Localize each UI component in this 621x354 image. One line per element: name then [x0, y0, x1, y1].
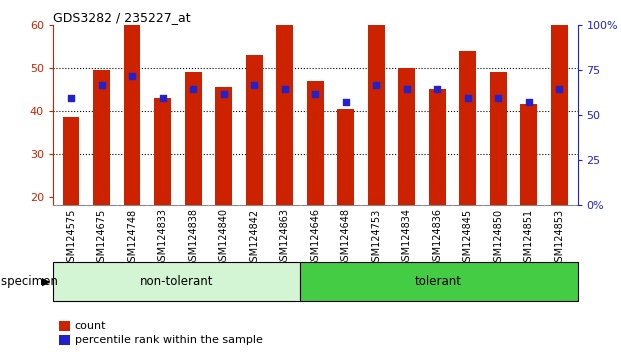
Bar [337, 109, 354, 205]
Bar [124, 1, 140, 205]
Bar [276, 0, 293, 205]
Point [493, 95, 503, 101]
Bar [398, 68, 415, 205]
Point [432, 86, 442, 92]
Text: ▶: ▶ [42, 276, 51, 286]
Text: GDS3282 / 235227_at: GDS3282 / 235227_at [53, 11, 191, 24]
Text: GSM124575: GSM124575 [66, 209, 76, 268]
Text: tolerant: tolerant [415, 275, 462, 288]
Text: GSM124748: GSM124748 [127, 209, 137, 268]
Point [158, 95, 168, 101]
Point [219, 91, 229, 96]
Point [279, 86, 289, 92]
Bar [460, 51, 476, 205]
Point [66, 95, 76, 101]
Bar [154, 98, 171, 205]
Text: GSM124836: GSM124836 [432, 209, 442, 267]
Point [188, 86, 198, 92]
Point [371, 82, 381, 88]
Text: GSM124833: GSM124833 [158, 209, 168, 267]
Bar [490, 72, 507, 205]
Text: GSM124646: GSM124646 [310, 209, 320, 267]
Text: GSM124845: GSM124845 [463, 209, 473, 268]
Point [524, 99, 533, 105]
Bar [63, 117, 79, 205]
Bar [53, 262, 300, 301]
Point [555, 86, 564, 92]
Text: percentile rank within the sample: percentile rank within the sample [75, 335, 263, 345]
Text: GSM124838: GSM124838 [188, 209, 198, 267]
Point [310, 91, 320, 96]
Text: GSM124840: GSM124840 [219, 209, 229, 267]
Bar [300, 262, 578, 301]
Text: GSM124753: GSM124753 [371, 209, 381, 268]
Point [341, 99, 351, 105]
Bar [551, 21, 568, 205]
Text: count: count [75, 321, 106, 331]
Text: GSM124863: GSM124863 [279, 209, 289, 267]
Point [97, 82, 107, 88]
Text: GSM124853: GSM124853 [554, 209, 564, 268]
Bar [368, 5, 384, 205]
Bar [246, 55, 263, 205]
Point [127, 74, 137, 79]
Text: GSM124850: GSM124850 [493, 209, 503, 268]
Bar [184, 72, 201, 205]
Bar [520, 104, 537, 205]
Point [402, 86, 412, 92]
Bar [215, 87, 232, 205]
Bar [429, 89, 446, 205]
Text: GSM124648: GSM124648 [341, 209, 351, 267]
Text: GSM124675: GSM124675 [97, 209, 107, 268]
Point [463, 95, 473, 101]
Point [249, 82, 259, 88]
Text: GSM124842: GSM124842 [249, 209, 259, 268]
Text: specimen: specimen [1, 275, 61, 288]
Bar [93, 70, 110, 205]
Text: GSM124851: GSM124851 [524, 209, 533, 268]
Bar [307, 81, 324, 205]
Text: non-tolerant: non-tolerant [140, 275, 213, 288]
Text: GSM124834: GSM124834 [402, 209, 412, 267]
